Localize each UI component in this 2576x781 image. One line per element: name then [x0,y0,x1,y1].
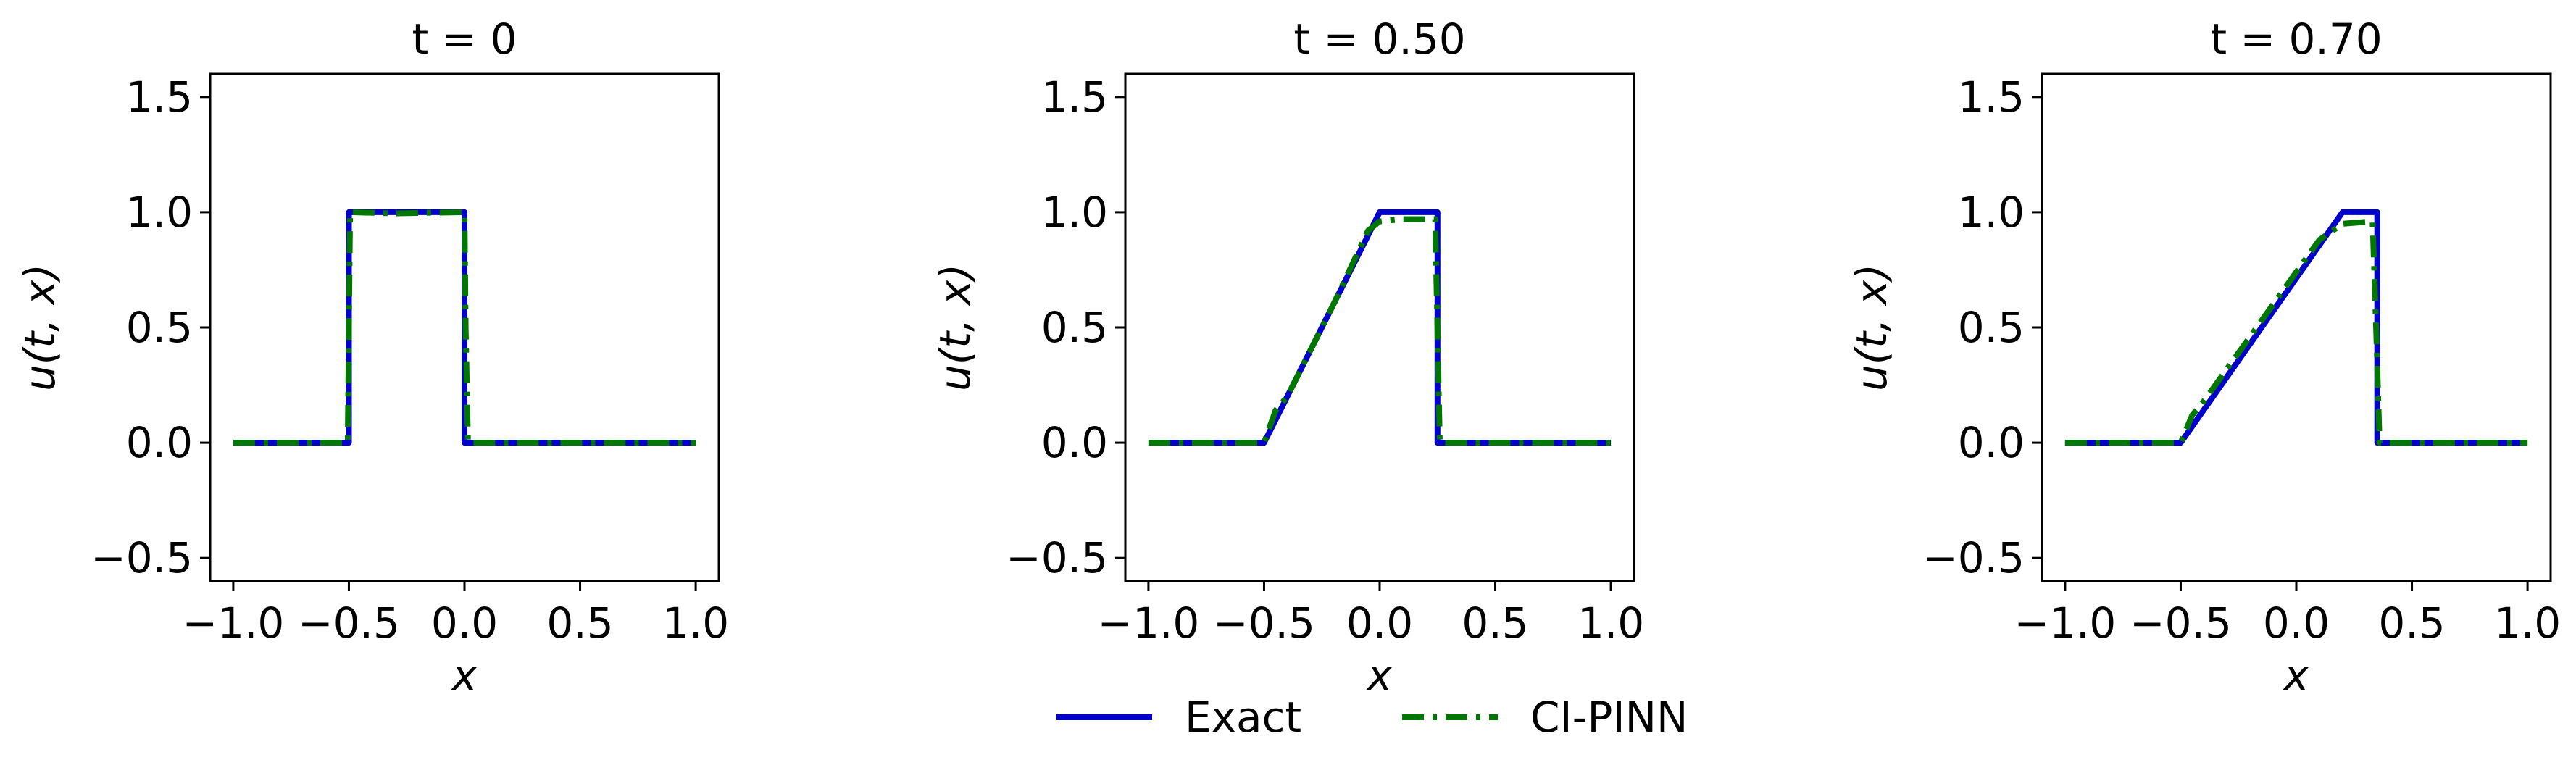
legend: Exact CI-PINN [1056,693,1688,742]
x-tick-label: 1.0 [1577,598,1644,648]
x-tick-label: −1.0 [2014,598,2116,648]
plot-frame [2041,72,2552,582]
y-tick-label: 1.5 [1958,72,2025,122]
x-tick-label: 0.0 [431,598,498,648]
panel-1: −1.0 −0.5 0.0 0.5 1.0 −0.5 0.0 0.5 1.0 1.5 t = 0 x u… [15,14,729,700]
y-tick-label: −0.5 [91,533,193,582]
panel-3: −1.0 −0.5 0.0 0.5 1.0 −0.5 0.0 0.5 1.0 1.5 t = 0.7… [1847,14,2561,700]
y-tick-label: 0.0 [1958,418,2025,467]
y-tick-label: 0.5 [1041,303,1108,352]
series-line-ci-pinn [1148,216,1612,446]
y-axis-label: u(t, x) [930,264,980,391]
x-tick-label: −0.5 [2130,598,2232,648]
x-tick-label: 0.0 [1346,598,1413,648]
y-axis-label: u(t, x) [15,264,64,391]
panel-title: t = 0.50 [1293,14,1465,64]
legend-cipinn-label: CI-PINN [1530,693,1688,742]
y-tick-label: 0.0 [126,418,193,467]
y-tick-label: 1.0 [126,188,193,237]
x-axis-label: x [2283,651,2309,700]
y-tick-label: 1.0 [1041,188,1108,237]
x-axis-label: x [451,651,478,700]
y-tick-label: 1.5 [1041,72,1108,122]
panels: −1.0 −0.5 0.0 0.5 1.0 −0.5 0.0 0.5 1.0 1.5 t = 0 x u… [15,14,2561,700]
plot-frame [1124,72,1635,582]
y-tick-label: −0.5 [1006,533,1108,582]
y-tick-label: 0.5 [1958,303,2025,352]
series-line-ci-pinn [233,209,696,446]
panel-title: t = 0.70 [2210,14,2382,64]
y-tick-label: 0.5 [126,303,193,352]
x-tick-label: −0.5 [298,598,400,648]
y-tick-label: 1.5 [126,72,193,122]
y-tick-label: −0.5 [1922,533,2025,582]
panel-2: −1.0 −0.5 0.0 0.5 1.0 −0.5 0.0 0.5 1.0 1.5 t = 0.5… [930,14,1644,700]
y-tick-label: 1.0 [1958,188,2025,237]
series-line-exact [2064,209,2528,446]
panel-title: t = 0 [412,14,517,64]
x-axis-label: x [1366,651,1393,700]
x-tick-label: 0.0 [2263,598,2330,648]
y-axis-label: u(t, x) [1847,264,1896,391]
x-tick-label: −1.0 [182,598,284,648]
x-tick-label: 0.5 [2378,598,2445,648]
x-tick-label: 1.0 [662,598,729,648]
series-line-exact [1148,209,1612,446]
x-tick-label: −0.5 [1213,598,1315,648]
series-line-ci-pinn [2064,218,2528,446]
legend-exact-label: Exact [1185,693,1301,742]
y-tick-label: 0.0 [1041,418,1108,467]
x-tick-label: 1.0 [2494,598,2561,648]
x-tick-label: −1.0 [1097,598,1199,648]
x-tick-label: 0.5 [1462,598,1528,648]
x-tick-label: 0.5 [546,598,613,648]
